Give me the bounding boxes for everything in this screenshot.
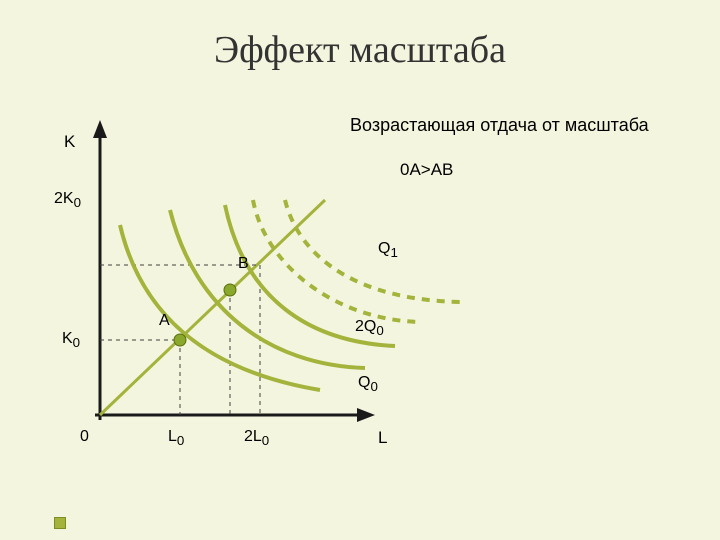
point-b: [224, 284, 236, 296]
label-q1-sub: 1: [390, 245, 397, 260]
chart-area: Возрастающая отдача от масштаба 0A>AB K …: [60, 110, 680, 490]
inequality-text: 0A>AB: [400, 160, 453, 180]
ytick-k: K: [62, 330, 73, 347]
label-point-b: B: [238, 255, 249, 273]
xtick-2l0: 2L0: [244, 428, 269, 448]
label-q0: Q0: [358, 374, 378, 394]
label-point-a: A: [159, 312, 170, 330]
ytick-2k: 2K: [54, 190, 74, 207]
bullet-decoration: [54, 517, 66, 529]
point-a: [174, 334, 186, 346]
xtick-2l-sub: 0: [262, 433, 269, 448]
ytick-2k-sub: 0: [74, 195, 81, 210]
ytick-k-sub: 0: [73, 335, 80, 350]
slide-title: Эффект масштаба: [0, 28, 720, 72]
xtick-l0: L0: [168, 428, 184, 448]
label-q1-main: Q: [378, 240, 390, 257]
axis-label-l: L: [378, 428, 387, 448]
xtick-2l: 2L: [244, 428, 262, 445]
xtick-l-sub: 0: [177, 433, 184, 448]
subtitle-text: Возрастающая отдача от масштаба: [350, 115, 649, 136]
chart-svg: [60, 110, 680, 490]
label-2q0-main: 2Q: [355, 318, 376, 335]
axis-label-origin: 0: [80, 428, 89, 446]
xtick-l: L: [168, 428, 177, 445]
label-2q0-sub: 0: [376, 323, 383, 338]
label-q1: Q1: [378, 240, 398, 260]
label-q0-main: Q: [358, 374, 370, 391]
label-2q0: 2Q0: [355, 318, 384, 338]
axis-label-k: K: [64, 132, 75, 152]
ytick-k0: K0: [62, 330, 80, 350]
label-q0-sub: 0: [370, 379, 377, 394]
ytick-2k0: 2K0: [54, 190, 81, 210]
